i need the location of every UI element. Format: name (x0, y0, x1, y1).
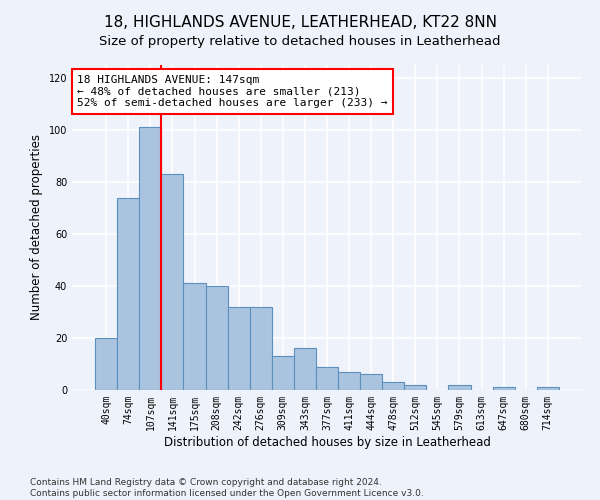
Bar (338, 372, 360, 390)
Text: Contains HM Land Registry data © Crown copyright and database right 2024.
Contai: Contains HM Land Registry data © Crown c… (30, 478, 424, 498)
Text: 18 HIGHLANDS AVENUE: 147sqm
← 48% of detached houses are smaller (213)
52% of se: 18 HIGHLANDS AVENUE: 147sqm ← 48% of det… (77, 74, 388, 108)
Bar (294, 348, 316, 390)
Bar (227, 307, 250, 390)
Bar (316, 366, 338, 390)
Bar (117, 198, 139, 390)
Bar (404, 385, 427, 390)
Bar (360, 374, 382, 390)
X-axis label: Distribution of detached houses by size in Leatherhead: Distribution of detached houses by size … (164, 436, 490, 448)
Bar (139, 128, 161, 390)
Bar (493, 388, 515, 390)
Bar (184, 284, 206, 390)
Bar (537, 388, 559, 390)
Bar (161, 174, 184, 390)
Bar (448, 385, 470, 390)
Bar (95, 338, 117, 390)
Y-axis label: Number of detached properties: Number of detached properties (30, 134, 43, 320)
Text: 18, HIGHLANDS AVENUE, LEATHERHEAD, KT22 8NN: 18, HIGHLANDS AVENUE, LEATHERHEAD, KT22 … (104, 15, 497, 30)
Bar (382, 382, 404, 390)
Bar (206, 286, 227, 390)
Bar (250, 307, 272, 390)
Bar (272, 356, 294, 390)
Text: Size of property relative to detached houses in Leatherhead: Size of property relative to detached ho… (99, 35, 501, 48)
